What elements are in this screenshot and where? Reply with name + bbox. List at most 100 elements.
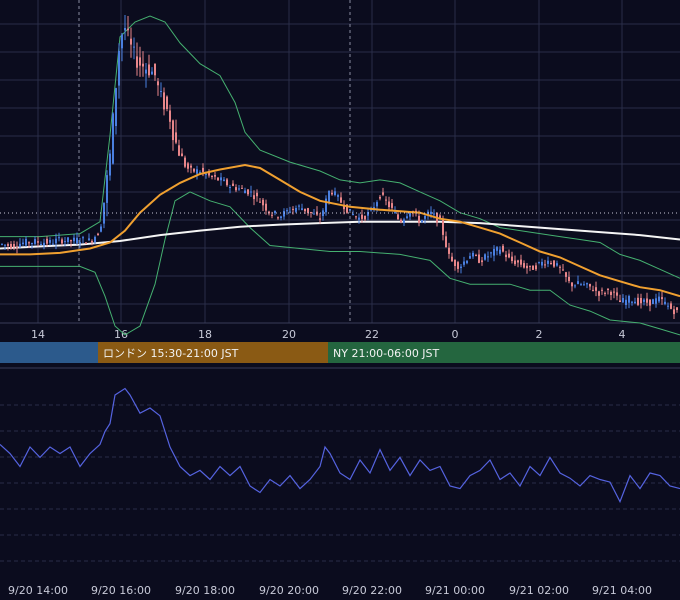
candle-body xyxy=(76,237,78,244)
price-x-ticks: 14 16 18 20 22 0 2 4 xyxy=(31,328,626,341)
candle-body xyxy=(382,192,384,195)
candle-body xyxy=(196,169,198,174)
candle-body xyxy=(28,242,30,244)
candle-body xyxy=(484,254,486,260)
oscillator-x-tick-label: 9/20 22:00 xyxy=(342,584,402,597)
candle-body xyxy=(142,63,144,67)
candle-body xyxy=(259,201,261,203)
candle-body xyxy=(199,172,201,174)
candle-body xyxy=(295,208,297,212)
candle-body xyxy=(151,71,153,75)
candle-body xyxy=(394,212,396,214)
candle-body xyxy=(304,208,306,212)
candle-body xyxy=(325,198,327,213)
candle-body xyxy=(106,175,108,203)
candle-body xyxy=(85,242,87,244)
candle-body xyxy=(91,240,93,243)
candle-body xyxy=(529,265,531,267)
candle-body xyxy=(583,284,585,286)
candle-body xyxy=(616,292,618,296)
candle-body xyxy=(505,254,507,258)
candle-body xyxy=(214,175,216,177)
candle-body xyxy=(130,38,132,45)
candle-body xyxy=(451,256,453,262)
candle-body xyxy=(580,284,582,286)
session-london-label: ロンドン 15:30-21:00 JST xyxy=(103,347,239,360)
candle-body xyxy=(298,205,300,207)
candle-body xyxy=(637,297,639,305)
price-x-tick-label: 16 xyxy=(114,328,128,341)
candle-body xyxy=(649,299,651,306)
candle-body xyxy=(670,303,672,309)
candle-body xyxy=(250,191,252,193)
candle-body xyxy=(661,297,663,300)
oscillator-x-tick-label: 9/21 04:00 xyxy=(592,584,652,597)
candle-body xyxy=(475,255,477,257)
candle-body xyxy=(343,204,345,210)
candle-body xyxy=(211,175,213,177)
candle-body xyxy=(622,298,624,303)
candle-body xyxy=(148,64,150,76)
candle-body xyxy=(64,241,66,243)
candle-body xyxy=(94,236,96,243)
candle-body xyxy=(178,145,180,156)
candle-body xyxy=(82,237,84,239)
candle-body xyxy=(433,213,435,215)
candle-body xyxy=(337,195,339,197)
candle-body xyxy=(517,260,519,263)
candle-body xyxy=(226,179,228,186)
candle-body xyxy=(58,237,60,239)
candle-body xyxy=(184,157,186,167)
candle-body xyxy=(331,192,333,195)
candle-body xyxy=(574,285,576,287)
candle-body xyxy=(625,299,627,305)
candle-body xyxy=(256,192,258,197)
candle-body xyxy=(43,242,45,246)
candle-body xyxy=(403,219,405,224)
session-ny-label: NY 21:00-06:00 JST xyxy=(333,347,440,360)
candle-body xyxy=(460,266,462,268)
candle-body xyxy=(145,69,147,74)
candle-body xyxy=(556,263,558,266)
candle-body xyxy=(115,88,117,126)
candle-body xyxy=(313,213,315,215)
candle-body xyxy=(352,214,354,215)
candle-body xyxy=(160,91,162,92)
candle-body xyxy=(541,261,543,266)
candle-body xyxy=(379,196,381,199)
candle-body xyxy=(457,262,459,269)
candle-body xyxy=(526,265,528,269)
candle-body xyxy=(340,197,342,203)
candle-body xyxy=(67,237,69,242)
candle-body xyxy=(10,244,12,249)
candle-body xyxy=(676,307,678,310)
candle-body xyxy=(169,110,171,122)
oscillator-x-tick-label: 9/20 18:00 xyxy=(175,584,235,597)
candle-body xyxy=(553,260,555,267)
candle-body xyxy=(175,132,177,143)
candle-body xyxy=(469,256,471,259)
session-tokyo-band xyxy=(0,342,98,363)
candle-body xyxy=(448,247,450,254)
candle-body xyxy=(631,301,633,303)
candle-body xyxy=(640,298,642,304)
candle-body xyxy=(535,265,537,270)
candle-body xyxy=(88,238,90,241)
price-x-tick-label: 14 xyxy=(31,328,45,341)
candle-body xyxy=(358,217,360,220)
candle-body xyxy=(400,219,402,223)
candle-body xyxy=(421,220,423,223)
candle-body xyxy=(154,63,156,76)
candle-body xyxy=(547,260,549,264)
candle-body xyxy=(4,244,6,246)
candle-body xyxy=(418,215,420,224)
candle-body xyxy=(112,113,114,164)
candle-body xyxy=(667,305,669,307)
candle-body xyxy=(265,203,267,211)
candle-body xyxy=(361,214,363,219)
candle-body xyxy=(37,241,39,243)
candle-body xyxy=(664,301,666,304)
candle-body xyxy=(607,288,609,290)
